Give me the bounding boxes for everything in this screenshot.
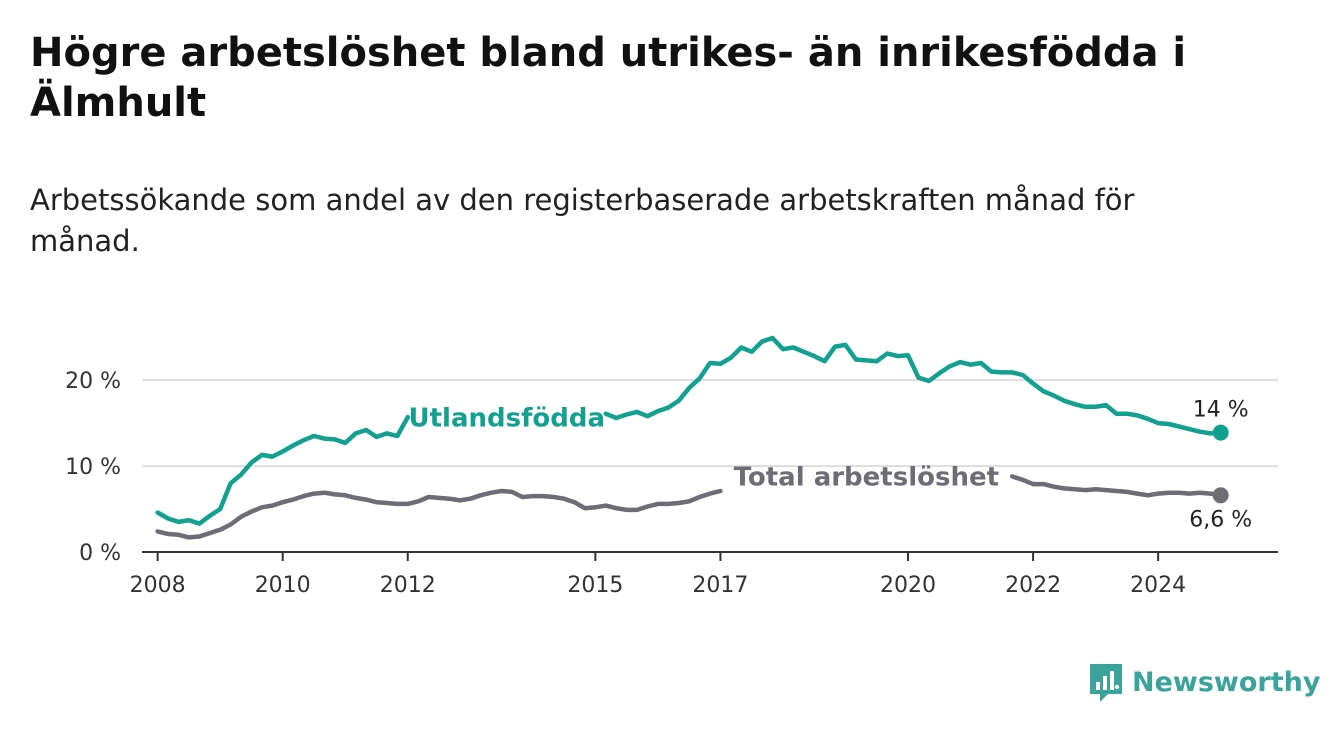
labels-layer: Utlandsfödda Total arbetslöshet 14 % 6,6 % (408, 398, 1252, 533)
total-end-label: 6,6 % (1189, 507, 1252, 532)
x-tick-label: 2024 (1130, 573, 1186, 598)
line-chart: 0 % 10 % 20 % 2008 2010 2012 2015 2017 2020 2022… (65, 335, 1278, 598)
x-tick-label: 2012 (380, 573, 436, 598)
brand-name: Newsworthy (1132, 666, 1321, 698)
total-line (155, 488, 723, 540)
chart-title: Högre arbetslöshet bland utrikes- än inr… (30, 30, 1187, 126)
utlandsfodda-end-point (1212, 424, 1229, 441)
series-layer (155, 335, 1229, 540)
newsworthy-logo-icon (1090, 664, 1122, 702)
brand-logo: Newsworthy (1088, 660, 1320, 704)
gridlines (142, 379, 1278, 468)
utlandsfodda-series-label: Utlandsfödda (408, 403, 605, 433)
y-tick-label: 0 % (79, 541, 121, 566)
utlandsfodda-line (603, 335, 1223, 436)
chart-subtitle: Arbetssökande som andel av den registerb… (30, 183, 1135, 258)
utlandsfodda-end-label: 14 % (1193, 398, 1249, 423)
x-tick-label: 2022 (1005, 573, 1061, 598)
x-tick-label: 2015 (567, 573, 623, 598)
utlandsfodda-line (155, 414, 411, 526)
total-line (1009, 474, 1223, 498)
x-tick-label: 2020 (880, 573, 936, 598)
y-axis: 0 % 10 % 20 % (65, 369, 121, 566)
x-axis: 2008 2010 2012 2015 2017 2020 2022 2024 (130, 551, 1278, 598)
y-tick-label: 10 % (65, 455, 121, 480)
y-tick-label: 20 % (65, 369, 121, 394)
total-end-point (1212, 487, 1229, 504)
x-tick-label: 2008 (130, 573, 186, 598)
x-tick-label: 2017 (692, 573, 748, 598)
total-series-label: Total arbetslöshet (734, 463, 999, 493)
x-tick-label: 2010 (255, 573, 311, 598)
